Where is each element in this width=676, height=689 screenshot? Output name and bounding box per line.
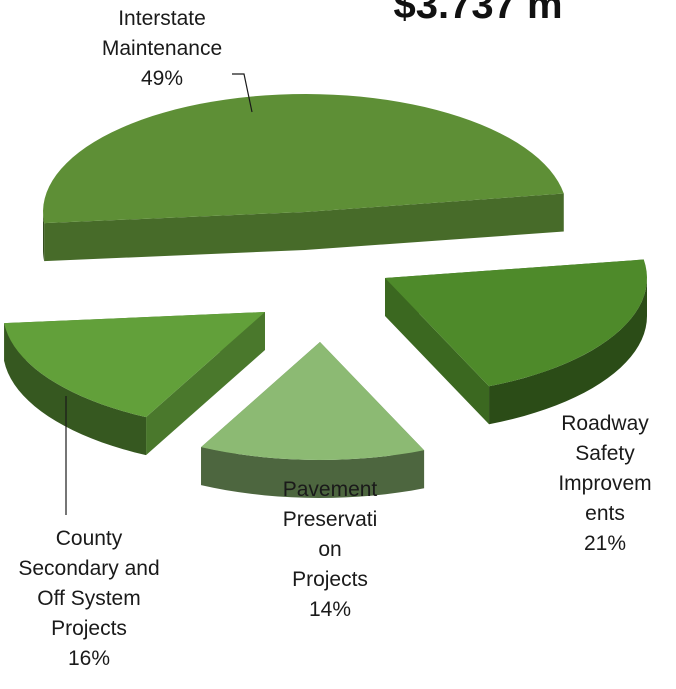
pie-slice-county-secondary-and-off-system-projects [4,312,265,456]
slice-label-roadway-safety-improvements: Roadway Safety Improvem ents 21% [558,412,651,555]
slice-name-line: Pavement [283,478,378,501]
slice-label-county-secondary-and-off-system-projects: County Secondary and Off System Projects 16% [18,527,159,670]
slice-rim [4,323,147,456]
pie-slice-interstate-maintenance [43,94,564,262]
slice-name-line: County [56,527,123,550]
slice-name-line: ents [585,502,625,525]
pie-slice-pavement-preservation-projects [201,342,425,498]
leader-lines [65,73,253,515]
slice-name-line: Improvem [558,472,651,495]
slice-top [4,312,265,418]
slice-percent-label: 16% [68,647,110,670]
slice-name-line: on [318,538,341,561]
slice-percent-label: 49% [141,67,183,90]
slice-name-line: Secondary and [18,557,159,580]
slice-top [43,94,564,224]
slice-label-interstate-maintenance: Interstate Maintenance 49% [102,7,222,90]
slice-side-wall [44,212,305,262]
pie-slice-roadway-safety-improvements [385,259,647,425]
leader-line [232,73,253,113]
slice-name-line: Interstate [118,7,206,30]
pie-slices [4,94,647,498]
chart-title: $3.737 m [393,0,562,27]
slice-name-line: Maintenance [102,37,222,60]
slice-name-line: Preservati [283,508,378,531]
slice-top [385,259,647,387]
slice-name-line: Projects [51,617,127,640]
slice-rim [43,212,45,262]
slice-name-line: Safety [575,442,635,465]
slice-label-pavement-preservation-projects: Pavement Preservati on Projects 14% [283,478,378,621]
slice-percent-label: 14% [309,598,351,621]
slice-top [201,342,425,460]
slice-side-wall [385,278,490,425]
slice-rim [489,278,647,425]
slice-labels: Interstate Maintenance 49% Roadway Safety Imp… [18,7,651,670]
slice-name-line: Roadway [561,412,649,435]
slice-name-line: Off System [37,587,140,610]
slice-percent-label: 21% [584,532,626,555]
slice-side-wall [305,193,564,250]
slice-rim [201,447,425,498]
slice-name-line: Projects [292,568,368,591]
